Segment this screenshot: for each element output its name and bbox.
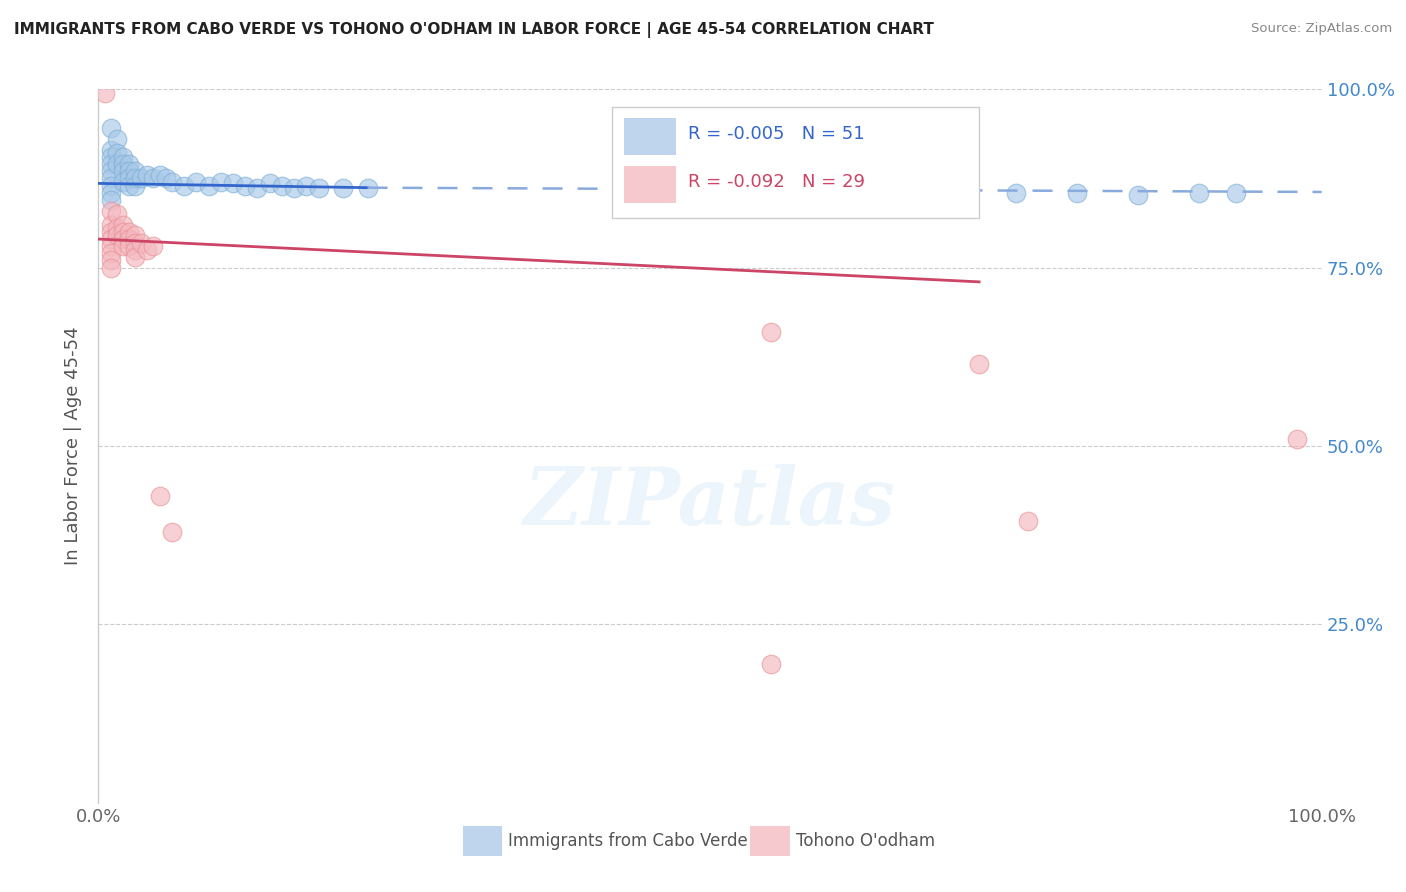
FancyBboxPatch shape [751,826,790,855]
Point [93,86,115,100]
Point [1017,514,1039,528]
Point [100,253,122,268]
Point [105,221,128,235]
Point [967,357,990,371]
Point [761,325,783,339]
Point [142,171,165,186]
Point [1286,432,1309,446]
Point [136,243,159,257]
Point [105,207,128,221]
Point [124,243,146,257]
Point [160,524,183,539]
Text: Immigrants from Cabo Verde: Immigrants from Cabo Verde [508,831,748,849]
Point [100,164,122,178]
FancyBboxPatch shape [612,107,979,218]
Point [1004,186,1026,200]
Point [118,232,141,246]
Point [118,225,141,239]
Point [124,228,146,243]
Point [111,150,134,164]
Point [100,157,122,171]
Point [100,186,122,200]
Point [270,178,294,193]
Point [209,175,232,189]
Point [124,164,146,178]
Point [124,171,146,186]
Point [118,171,141,186]
FancyBboxPatch shape [624,166,676,202]
Point [883,182,905,196]
Point [118,178,141,193]
Point [100,150,122,164]
Text: R = -0.092   N = 29: R = -0.092 N = 29 [688,173,865,191]
Point [259,177,281,191]
Point [105,228,128,243]
Point [1188,186,1211,200]
Point [295,179,318,194]
Point [100,143,122,157]
Point [1128,187,1150,202]
Point [100,203,122,218]
Point [100,178,122,193]
Point [111,157,134,171]
Point [100,193,122,207]
Point [118,157,141,171]
Point [943,184,966,198]
Point [332,180,354,194]
Point [142,239,165,253]
Point [149,168,172,182]
Point [124,178,146,193]
Point [761,657,783,671]
Text: ZIPatlas: ZIPatlas [524,465,896,541]
Point [173,178,195,193]
Point [283,180,305,194]
Point [111,218,134,232]
Point [136,168,159,182]
Point [100,239,122,253]
FancyBboxPatch shape [463,826,502,855]
Point [149,489,172,503]
Text: R = -0.005   N = 51: R = -0.005 N = 51 [688,125,865,143]
Point [105,132,128,146]
Point [105,146,128,161]
Point [1225,186,1247,200]
Point [356,180,378,194]
Point [105,157,128,171]
Point [155,171,177,186]
FancyBboxPatch shape [624,118,676,155]
Point [308,180,330,194]
Point [197,178,219,193]
Point [160,175,183,189]
Point [111,175,134,189]
Point [111,239,134,253]
Text: Tohono O'odham: Tohono O'odham [796,831,935,849]
Point [100,121,122,136]
Point [1066,186,1088,200]
Point [100,260,122,275]
Text: IMMIGRANTS FROM CABO VERDE VS TOHONO O'ODHAM IN LABOR FORCE | AGE 45-54 CORRELAT: IMMIGRANTS FROM CABO VERDE VS TOHONO O'O… [14,22,934,38]
Point [100,218,122,232]
Point [100,246,122,260]
Point [129,171,152,186]
Point [222,177,245,191]
Point [100,225,122,239]
Point [129,235,152,250]
Point [111,225,134,239]
Text: Source: ZipAtlas.com: Source: ZipAtlas.com [1251,22,1392,36]
Point [100,171,122,186]
Point [111,232,134,246]
Point [124,235,146,250]
Point [246,180,269,194]
Point [186,175,208,189]
Y-axis label: In Labor Force | Age 45-54: In Labor Force | Age 45-54 [65,326,83,566]
Point [118,239,141,253]
Point [821,180,844,194]
Point [124,250,146,264]
Point [111,164,134,178]
Point [118,164,141,178]
Point [100,232,122,246]
Point [233,178,256,193]
